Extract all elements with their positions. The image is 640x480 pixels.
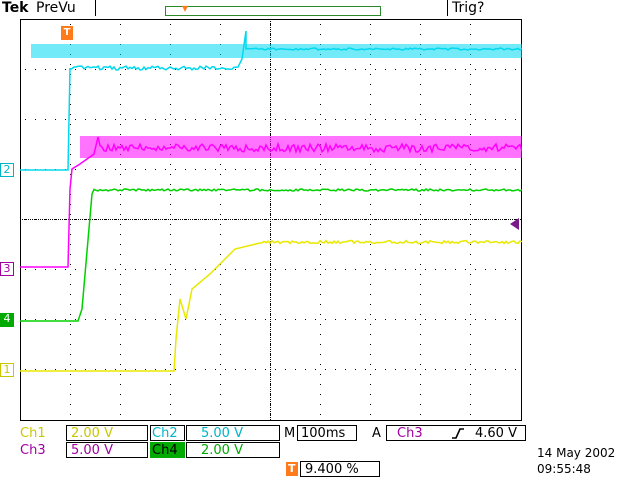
ch2-ground-marker: 2 [0, 163, 14, 177]
ch3-noise-band [80, 136, 522, 158]
timebase-value: 100ms [301, 426, 345, 441]
graticule-grid [20, 19, 521, 420]
timebase-box: 100ms [297, 425, 357, 441]
trigger-position-marker-icon: T [61, 26, 73, 40]
trigger-level: 4.60 V [475, 426, 517, 441]
datetime-readout: 14 May 2002 09:55:48 [537, 445, 615, 477]
trigger-position-icon: T [286, 462, 298, 476]
trigger-position-value: 9.400 % [305, 462, 359, 477]
ch3-label: Ch3 [20, 443, 46, 458]
ch4-ground-marker: 4 [0, 313, 14, 327]
trigger-source: Ch3 [397, 426, 423, 441]
waveform-display [20, 19, 522, 421]
ch3-ground-marker: 3 [0, 262, 14, 276]
ch3-scale-box: 5.00 V [66, 442, 148, 458]
ch2-scale-box: 5.00 V [186, 425, 280, 441]
ch4-scale-box: 2.00 V [186, 442, 280, 458]
ch2-scale: 5.00 V [201, 426, 243, 441]
ch2-label: Ch2 [152, 426, 178, 441]
ch1-label: Ch1 [20, 426, 46, 441]
trigger-level-marker-icon [510, 218, 519, 230]
ch4-scale: 2.00 V [201, 443, 243, 458]
ch2-noise-band [31, 44, 522, 58]
ch4-label-box: Ch4 [150, 442, 185, 458]
timebase-prefix: M [284, 426, 295, 441]
brand-logo: Tek [2, 0, 29, 16]
ch4-label: Ch4 [152, 443, 178, 458]
trigger-position-box: 9.400 % [300, 461, 380, 477]
trigger-mode: A [372, 426, 381, 441]
rising-edge-icon [451, 427, 465, 440]
ch1-ground-marker: 1 [0, 363, 14, 377]
ch1-scale: 2.00 V [71, 426, 113, 441]
trigger-readout-box: Ch3 4.60 V [386, 425, 526, 441]
ch1-scale-box: 2.00 V [66, 425, 148, 441]
date: 14 May 2002 [537, 445, 615, 461]
divider [95, 0, 96, 16]
top-status-bar: Tek PreVu ▾ Trig? [0, 0, 640, 18]
ch3-scale: 5.00 V [71, 443, 113, 458]
trigger-status: Trig? [452, 0, 484, 16]
ch2-label-box: Ch2 [150, 425, 185, 441]
acquisition-mode: PreVu [36, 0, 76, 16]
divider [447, 0, 448, 16]
record-position-marker-icon: ▾ [180, 1, 190, 15]
time: 09:55:48 [537, 461, 615, 477]
record-length-bar [165, 6, 381, 16]
trigger-position-icon-label: T [288, 462, 296, 475]
